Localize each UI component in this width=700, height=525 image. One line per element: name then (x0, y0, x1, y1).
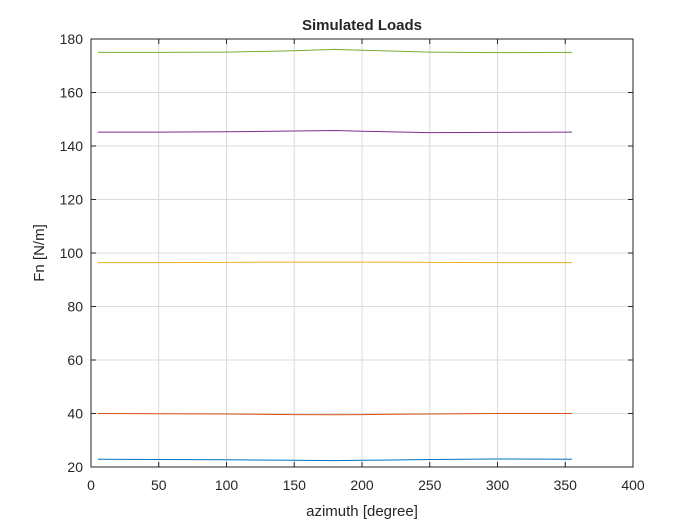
x-tick-label: 250 (418, 477, 442, 493)
series-line-3 (97, 261, 572, 264)
y-tick-label: 120 (60, 192, 84, 208)
x-tick-label: 200 (350, 477, 374, 493)
y-tick-label: 160 (60, 85, 84, 101)
y-tick-label: 20 (67, 459, 83, 475)
x-tick-label: 150 (283, 477, 307, 493)
chart-title: Simulated Loads (302, 17, 422, 34)
series-line-5 (97, 48, 573, 54)
series-line-4 (97, 129, 573, 134)
y-tick-label: 140 (60, 138, 84, 154)
y-tick-label: 60 (67, 352, 83, 368)
x-tick-label: 350 (554, 477, 578, 493)
y-tick-label: 100 (60, 245, 84, 261)
x-tick-label: 0 (87, 477, 95, 493)
y-tick-label: 80 (67, 299, 83, 315)
data-series (97, 48, 573, 462)
x-axis-label: azimuth [degree] (306, 503, 418, 520)
axis-ticks: 0 50 100 150 200 250 300 350 400 20 40 60 80 100 120 14… (60, 31, 645, 493)
x-tick-label: 300 (486, 477, 510, 493)
x-tick-label: 50 (151, 477, 167, 493)
y-tick-label: 40 (67, 406, 83, 422)
x-tick-label: 100 (215, 477, 239, 493)
y-axis-label: Fn [N/m] (31, 224, 48, 282)
series-line-2 (97, 413, 572, 416)
y-tick-label: 180 (60, 31, 84, 47)
x-tick-label: 400 (621, 477, 645, 493)
series-line-1 (97, 458, 573, 462)
